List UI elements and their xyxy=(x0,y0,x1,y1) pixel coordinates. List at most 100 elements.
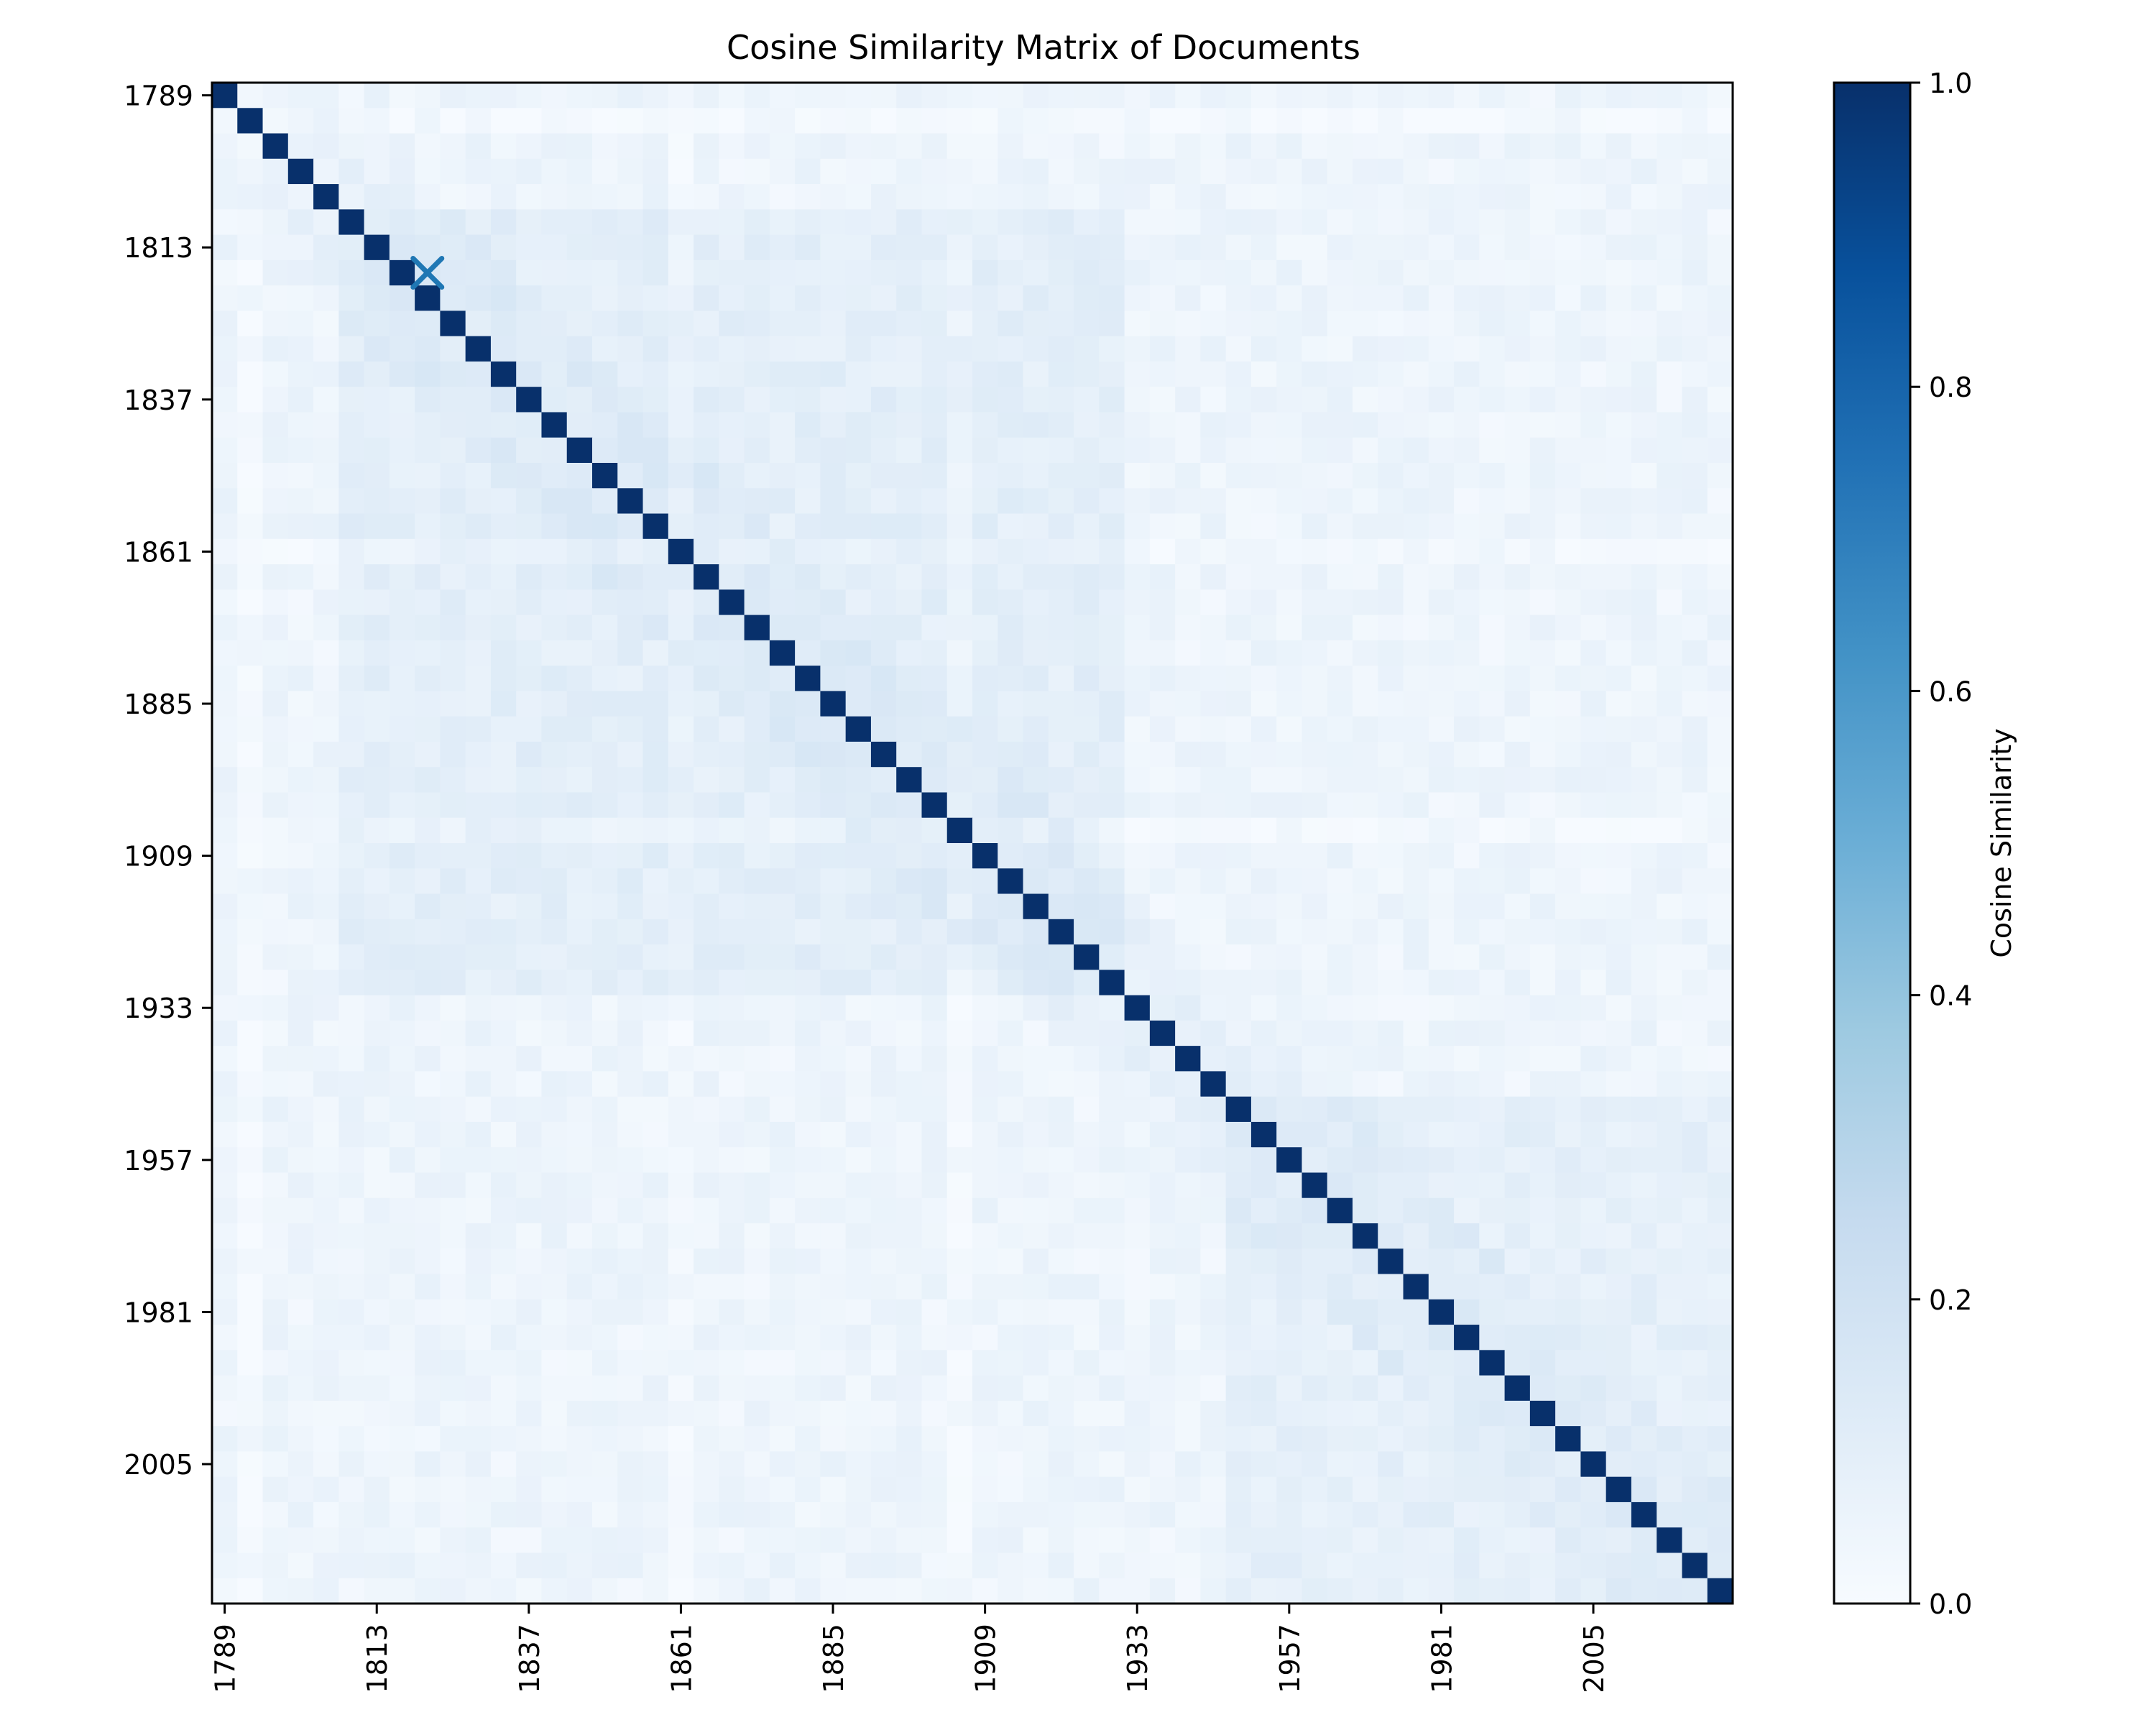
heatmap-cell xyxy=(870,666,897,691)
heatmap-cell xyxy=(642,108,669,134)
heatmap-cell xyxy=(1682,1046,1708,1072)
heatmap-cell xyxy=(1529,133,1556,160)
heatmap-cell xyxy=(592,83,618,109)
heatmap-cell xyxy=(744,463,770,489)
heatmap-cell xyxy=(364,944,390,970)
heatmap-cell xyxy=(694,767,719,794)
heatmap-cell xyxy=(617,817,644,844)
heatmap-cell xyxy=(1124,1248,1151,1275)
heatmap-cell xyxy=(490,1223,517,1249)
heatmap-cell xyxy=(1099,108,1125,134)
heatmap-cell xyxy=(820,589,847,616)
heatmap-cell xyxy=(1606,640,1632,666)
heatmap-cell xyxy=(1529,1451,1556,1478)
heatmap-cell xyxy=(1353,741,1378,768)
heatmap-cell xyxy=(1454,1223,1480,1249)
heatmap-cell xyxy=(1504,564,1531,590)
heatmap-cell xyxy=(364,538,390,565)
heatmap-cell xyxy=(769,1451,796,1478)
heatmap-cell xyxy=(1378,1400,1404,1427)
heatmap-cell xyxy=(1555,640,1581,666)
heatmap-cell xyxy=(1606,615,1632,641)
heatmap-cell xyxy=(972,1248,998,1275)
heatmap-cell xyxy=(389,944,415,970)
heatmap-cell xyxy=(1302,767,1328,794)
heatmap-cell xyxy=(1631,209,1657,236)
heatmap-cell xyxy=(972,666,998,691)
heatmap-cell xyxy=(1302,1375,1328,1402)
heatmap-cell xyxy=(212,1476,238,1503)
heatmap-cell xyxy=(642,564,669,590)
heatmap-cell xyxy=(617,716,644,742)
heatmap-cell xyxy=(262,158,289,185)
heatmap-cell xyxy=(1124,1299,1151,1325)
heatmap-cell xyxy=(972,1147,998,1174)
heatmap-cell xyxy=(1707,1400,1733,1427)
heatmap-cell xyxy=(287,285,314,311)
heatmap-cell xyxy=(642,1020,669,1046)
heatmap-cell xyxy=(566,1375,593,1402)
heatmap-cell xyxy=(1048,1451,1074,1478)
heatmap-cell xyxy=(1555,184,1581,210)
heatmap-cell xyxy=(440,108,466,134)
heatmap-cell xyxy=(795,1197,821,1224)
heatmap-cell xyxy=(1378,792,1404,819)
heatmap-cell xyxy=(313,1172,339,1199)
heatmap-cell xyxy=(1124,209,1151,236)
heatmap-cell xyxy=(972,133,998,160)
heatmap-cell xyxy=(668,1501,694,1528)
heatmap-cell xyxy=(1327,1527,1353,1554)
heatmap-cell xyxy=(870,1096,897,1123)
heatmap-cell xyxy=(1606,1350,1632,1376)
heatmap-cell xyxy=(668,589,694,616)
heatmap-cell xyxy=(516,336,543,362)
heatmap-cell xyxy=(870,1121,897,1148)
heatmap-cell xyxy=(1479,158,1506,185)
heatmap-cell xyxy=(1276,995,1303,1021)
heatmap-cell xyxy=(845,108,872,134)
heatmap-cell xyxy=(744,133,770,160)
heatmap-cell xyxy=(1225,792,1252,819)
heatmap-cell xyxy=(1403,336,1429,362)
heatmap-cell xyxy=(769,234,796,261)
heatmap-cell xyxy=(465,1071,492,1098)
heatmap-cell xyxy=(1580,640,1607,666)
heatmap-cell xyxy=(921,83,948,109)
heatmap-cell xyxy=(1606,1375,1632,1402)
heatmap-cell xyxy=(1555,1046,1581,1072)
heatmap-cell xyxy=(1149,1527,1176,1554)
heatmap-cell xyxy=(465,1147,492,1174)
heatmap-cell xyxy=(1250,944,1277,970)
heatmap-cell xyxy=(1403,944,1429,970)
heatmap-cell xyxy=(592,1476,618,1503)
heatmap-cell xyxy=(1149,133,1176,160)
heatmap-cell xyxy=(744,209,770,236)
heatmap-cell xyxy=(744,158,770,185)
heatmap-cell xyxy=(921,336,948,362)
heatmap-cell xyxy=(1504,1046,1531,1072)
heatmap-cell xyxy=(870,1172,897,1199)
heatmap-cell xyxy=(1378,1299,1404,1325)
heatmap-cell xyxy=(1353,209,1378,236)
heatmap-cell xyxy=(212,868,238,895)
heatmap-cell xyxy=(237,158,264,185)
heatmap-cell xyxy=(1555,361,1581,387)
heatmap-cell xyxy=(795,513,821,540)
heatmap-cell xyxy=(541,970,568,996)
x-tick-label: 1909 xyxy=(970,1624,1002,1693)
heatmap-cell xyxy=(338,817,365,844)
heatmap-cell xyxy=(389,868,415,895)
heatmap-cell xyxy=(870,158,897,185)
heatmap-cell xyxy=(972,564,998,590)
heatmap-cell xyxy=(1707,361,1733,387)
heatmap-cell xyxy=(338,589,365,616)
heatmap-cell xyxy=(1023,1274,1049,1300)
heatmap-cell xyxy=(1529,741,1556,768)
heatmap-cell xyxy=(1200,868,1227,895)
heatmap-cell xyxy=(1074,741,1100,768)
heatmap-cell xyxy=(1250,108,1277,134)
heatmap-cell xyxy=(870,1274,897,1300)
heatmap-cell xyxy=(921,716,948,742)
heatmap-cell xyxy=(541,1476,568,1503)
heatmap-cell xyxy=(1302,412,1328,438)
